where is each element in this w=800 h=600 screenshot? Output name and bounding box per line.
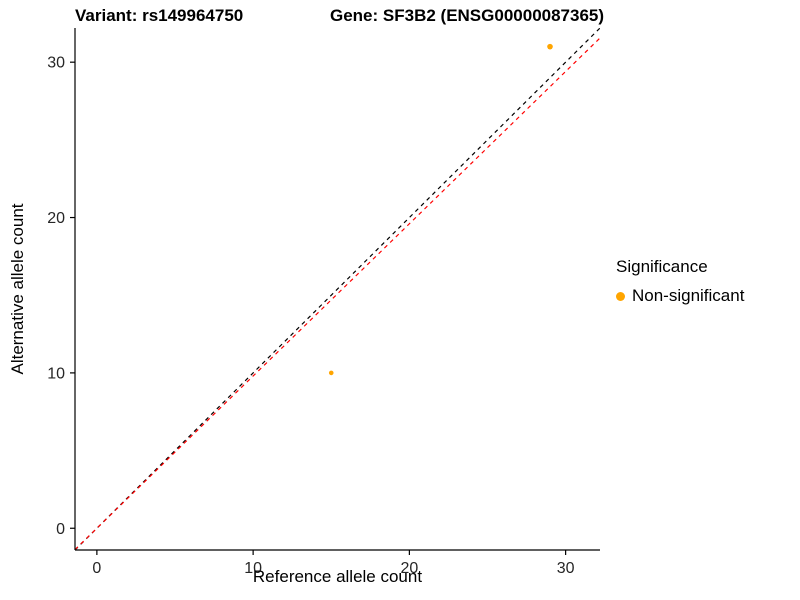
svg-text:0: 0: [56, 521, 65, 538]
legend: Significance Non-significant: [616, 257, 744, 306]
svg-text:30: 30: [557, 560, 575, 577]
legend-title: Significance: [616, 257, 708, 276]
gene-title: Gene: SF3B2 (ENSG00000087365): [330, 6, 605, 25]
y-axis-label: Alternative allele count: [8, 203, 27, 375]
legend-item: Non-significant: [616, 286, 744, 306]
svg-text:30: 30: [47, 55, 65, 72]
svg-text:10: 10: [47, 365, 65, 382]
svg-text:20: 20: [47, 210, 65, 227]
svg-text:10: 10: [244, 560, 262, 577]
svg-text:20: 20: [400, 560, 418, 577]
legend-dot-icon: [616, 291, 625, 301]
variant-title: Variant: rs149964750: [75, 6, 244, 25]
legend-item-label: Non-significant: [632, 286, 745, 305]
svg-text:0: 0: [92, 560, 101, 577]
x-axis-label: Reference allele count: [252, 567, 423, 586]
